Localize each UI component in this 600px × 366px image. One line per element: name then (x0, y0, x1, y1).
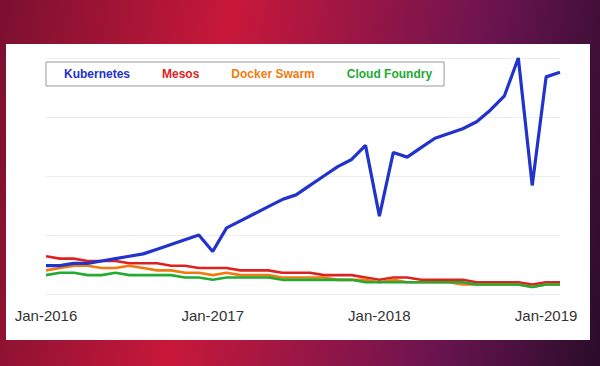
svg-text:Jan-2016: Jan-2016 (15, 307, 78, 324)
svg-text:Mesos: Mesos (162, 67, 200, 81)
svg-text:Docker Swarm: Docker Swarm (231, 67, 314, 81)
svg-text:Jan-2018: Jan-2018 (348, 307, 411, 324)
svg-text:Cloud Foundry: Cloud Foundry (347, 67, 433, 81)
svg-text:Jan-2017: Jan-2017 (181, 307, 244, 324)
svg-text:Jan-2019: Jan-2019 (515, 307, 578, 324)
svg-text:Kubernetes: Kubernetes (64, 67, 130, 81)
